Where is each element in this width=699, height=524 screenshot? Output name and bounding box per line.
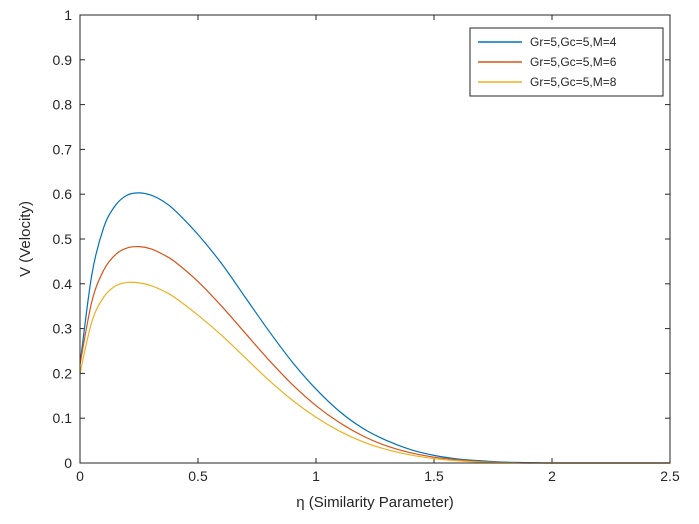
x-tick-label: 0 <box>76 468 84 484</box>
x-tick-label: 1 <box>312 468 320 484</box>
legend-label-2: Gr=5,Gc=5,M=6 <box>530 55 617 69</box>
y-tick-label: 0.1 <box>53 410 73 426</box>
y-tick-label: 0.4 <box>53 276 73 292</box>
y-tick-label: 0.8 <box>53 97 73 113</box>
legend: Gr=5,Gc=5,M=4 Gr=5,Gc=5,M=6 Gr=5,Gc=5,M=8 <box>469 27 664 97</box>
y-tick-label: 1 <box>64 7 72 23</box>
y-tick-label: 0.3 <box>53 321 73 337</box>
legend-label-1: Gr=5,Gc=5,M=4 <box>530 35 617 49</box>
x-axis-label: η (Similarity Parameter) <box>296 494 454 511</box>
y-tick-label: 0.5 <box>53 231 73 247</box>
y-tick-label: 0.2 <box>53 365 73 381</box>
x-tick-label: 1.5 <box>424 468 444 484</box>
y-axis-label: V (Velocity) <box>17 201 34 277</box>
y-tick-label: 0.7 <box>53 141 73 157</box>
x-tick-label: 0.5 <box>188 468 208 484</box>
legend-label-3: Gr=5,Gc=5,M=8 <box>530 75 617 89</box>
y-tick-label: 0 <box>64 455 72 471</box>
x-tick-label: 2 <box>548 468 556 484</box>
axes-box <box>79 14 671 464</box>
x-tick-label: 2.5 <box>660 468 680 484</box>
y-tick-label: 0.9 <box>53 52 73 68</box>
y-tick-label: 0.6 <box>53 186 73 202</box>
legend-items: Gr=5,Gc=5,M=4 Gr=5,Gc=5,M=6 Gr=5,Gc=5,M=8 <box>478 35 617 89</box>
